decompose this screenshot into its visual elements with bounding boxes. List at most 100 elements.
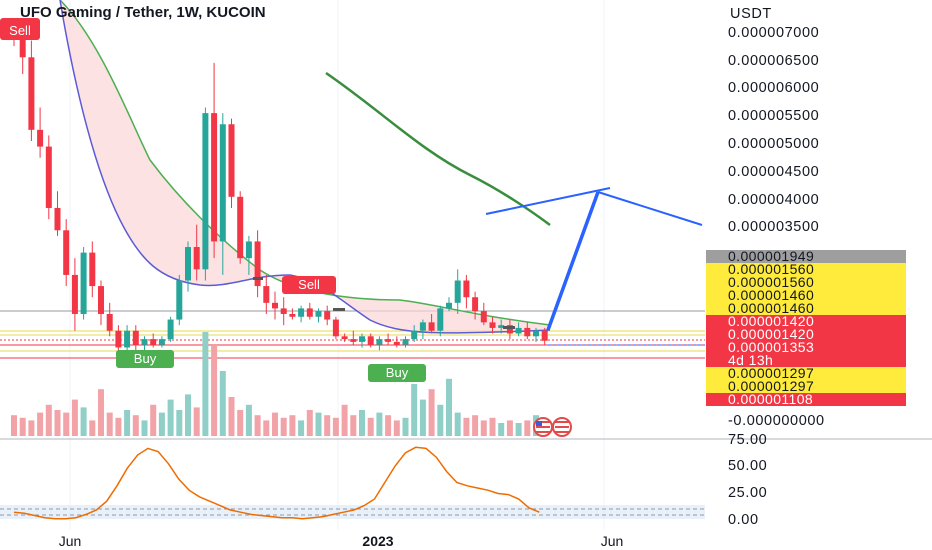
candle-body — [437, 308, 444, 331]
marker — [503, 326, 515, 329]
candle-body — [541, 330, 548, 341]
blue-projection-line — [546, 191, 600, 331]
volume-bar — [228, 397, 235, 436]
volume-bar — [141, 420, 148, 436]
sell-signal-label: Sell — [298, 277, 320, 292]
candle-body — [385, 339, 392, 342]
green-trendline — [325, 71, 551, 227]
sell-signal-label: Sell — [9, 23, 31, 38]
candle-body — [115, 330, 122, 348]
candle-body — [376, 339, 383, 345]
candle-body — [359, 336, 365, 342]
candle-body — [463, 280, 470, 298]
volume-bar — [472, 415, 479, 436]
volume-bar — [202, 332, 209, 436]
volume-bar — [37, 412, 44, 436]
trend-drawings — [253, 71, 703, 331]
candle-body — [411, 330, 418, 340]
price-tag-label: 0.000001460 — [728, 287, 814, 303]
candle-body — [219, 124, 226, 242]
price-tag-bg — [706, 341, 906, 354]
candle-body — [419, 322, 426, 331]
candle-body — [132, 330, 139, 345]
candle-body — [533, 330, 539, 337]
volume-bar — [515, 423, 522, 436]
volume-bar — [89, 420, 96, 436]
volume-bar — [489, 417, 496, 436]
volume-bar — [150, 404, 157, 436]
price-tick-label: 0.000004500 — [728, 164, 819, 180]
price-tick-label: 0.000003500 — [728, 219, 819, 235]
candle-body — [254, 241, 261, 287]
price-tag-bg — [706, 250, 906, 263]
candle-body — [498, 325, 505, 328]
volume-bar — [419, 399, 426, 436]
blue-projection-line — [485, 187, 611, 215]
price-tag-bg — [706, 315, 906, 328]
candle-body — [150, 339, 157, 345]
volume-bar — [45, 404, 52, 436]
volume-bar — [324, 415, 331, 436]
candlesticks — [11, 18, 548, 359]
candle-body — [124, 330, 131, 348]
candle-body — [480, 311, 487, 323]
price-tag-label: 0.000001420 — [728, 326, 814, 342]
candle-body — [141, 339, 148, 345]
volume-bar — [167, 399, 174, 436]
candle-body — [245, 241, 252, 259]
volume-bar — [428, 389, 435, 436]
candle-body — [446, 302, 452, 309]
candle-body — [272, 302, 278, 309]
price-tag-bg — [706, 263, 906, 276]
buy-signal-label: Buy — [386, 365, 409, 380]
price-tick-label: 0.000005000 — [728, 136, 819, 152]
osc-tick-label: 25.00 — [728, 485, 767, 501]
time-tick-label: Jun — [601, 533, 624, 549]
price-tick-label: 0.000004000 — [728, 192, 819, 208]
volume-bar — [359, 410, 365, 436]
volume-bar — [80, 407, 87, 436]
price-tag-bg — [706, 289, 906, 302]
candle-body — [167, 319, 174, 340]
candle-body — [106, 313, 113, 331]
price-tag-label: 0.000001949 — [728, 248, 814, 264]
volume-bar — [454, 412, 461, 436]
candle-body — [54, 207, 61, 231]
volume-bar — [524, 420, 531, 436]
volume-bar — [115, 417, 122, 436]
volume-bar — [506, 420, 513, 436]
time-tick-label: Jun — [59, 533, 82, 549]
marker — [253, 277, 263, 280]
price-axis: 0.000007000 0.000006500 0.000006000 0.00000… — [706, 25, 906, 528]
marker — [333, 308, 345, 311]
volume-bar — [132, 415, 139, 436]
price-tag-bg — [706, 380, 906, 393]
volume-bar — [298, 420, 305, 436]
candle-body — [28, 57, 35, 130]
candle-body — [193, 247, 200, 270]
volume-bar — [367, 417, 374, 436]
flag-icon — [533, 417, 572, 437]
price-tag-label: 0.000001560 — [728, 261, 814, 277]
volume-bar — [385, 415, 392, 436]
volume-bar — [280, 417, 287, 436]
chart-title: UFO Gaming / Tether, 1W, KUCOIN — [20, 4, 266, 21]
price-tag-bg — [706, 276, 906, 289]
volume-bar — [376, 412, 383, 436]
candle-body — [202, 113, 209, 270]
candle-body — [280, 308, 287, 314]
price-tag-label: 0.000001460 — [728, 300, 814, 316]
ma-fast-line — [59, 0, 551, 334]
osc-tick-label: 0.00 — [728, 512, 759, 528]
volume-bar — [63, 412, 70, 436]
price-tag-label: 4d 13h — [728, 352, 773, 368]
price-tag-bg — [706, 302, 906, 315]
candle-body — [367, 336, 374, 345]
volume-bar — [498, 423, 505, 436]
price-tag-bg — [706, 367, 906, 380]
price-tick-label: 0.000007000 — [728, 25, 819, 41]
volume-bar — [11, 415, 17, 436]
volume-bar — [237, 410, 244, 436]
currency-label: USDT — [730, 6, 772, 22]
